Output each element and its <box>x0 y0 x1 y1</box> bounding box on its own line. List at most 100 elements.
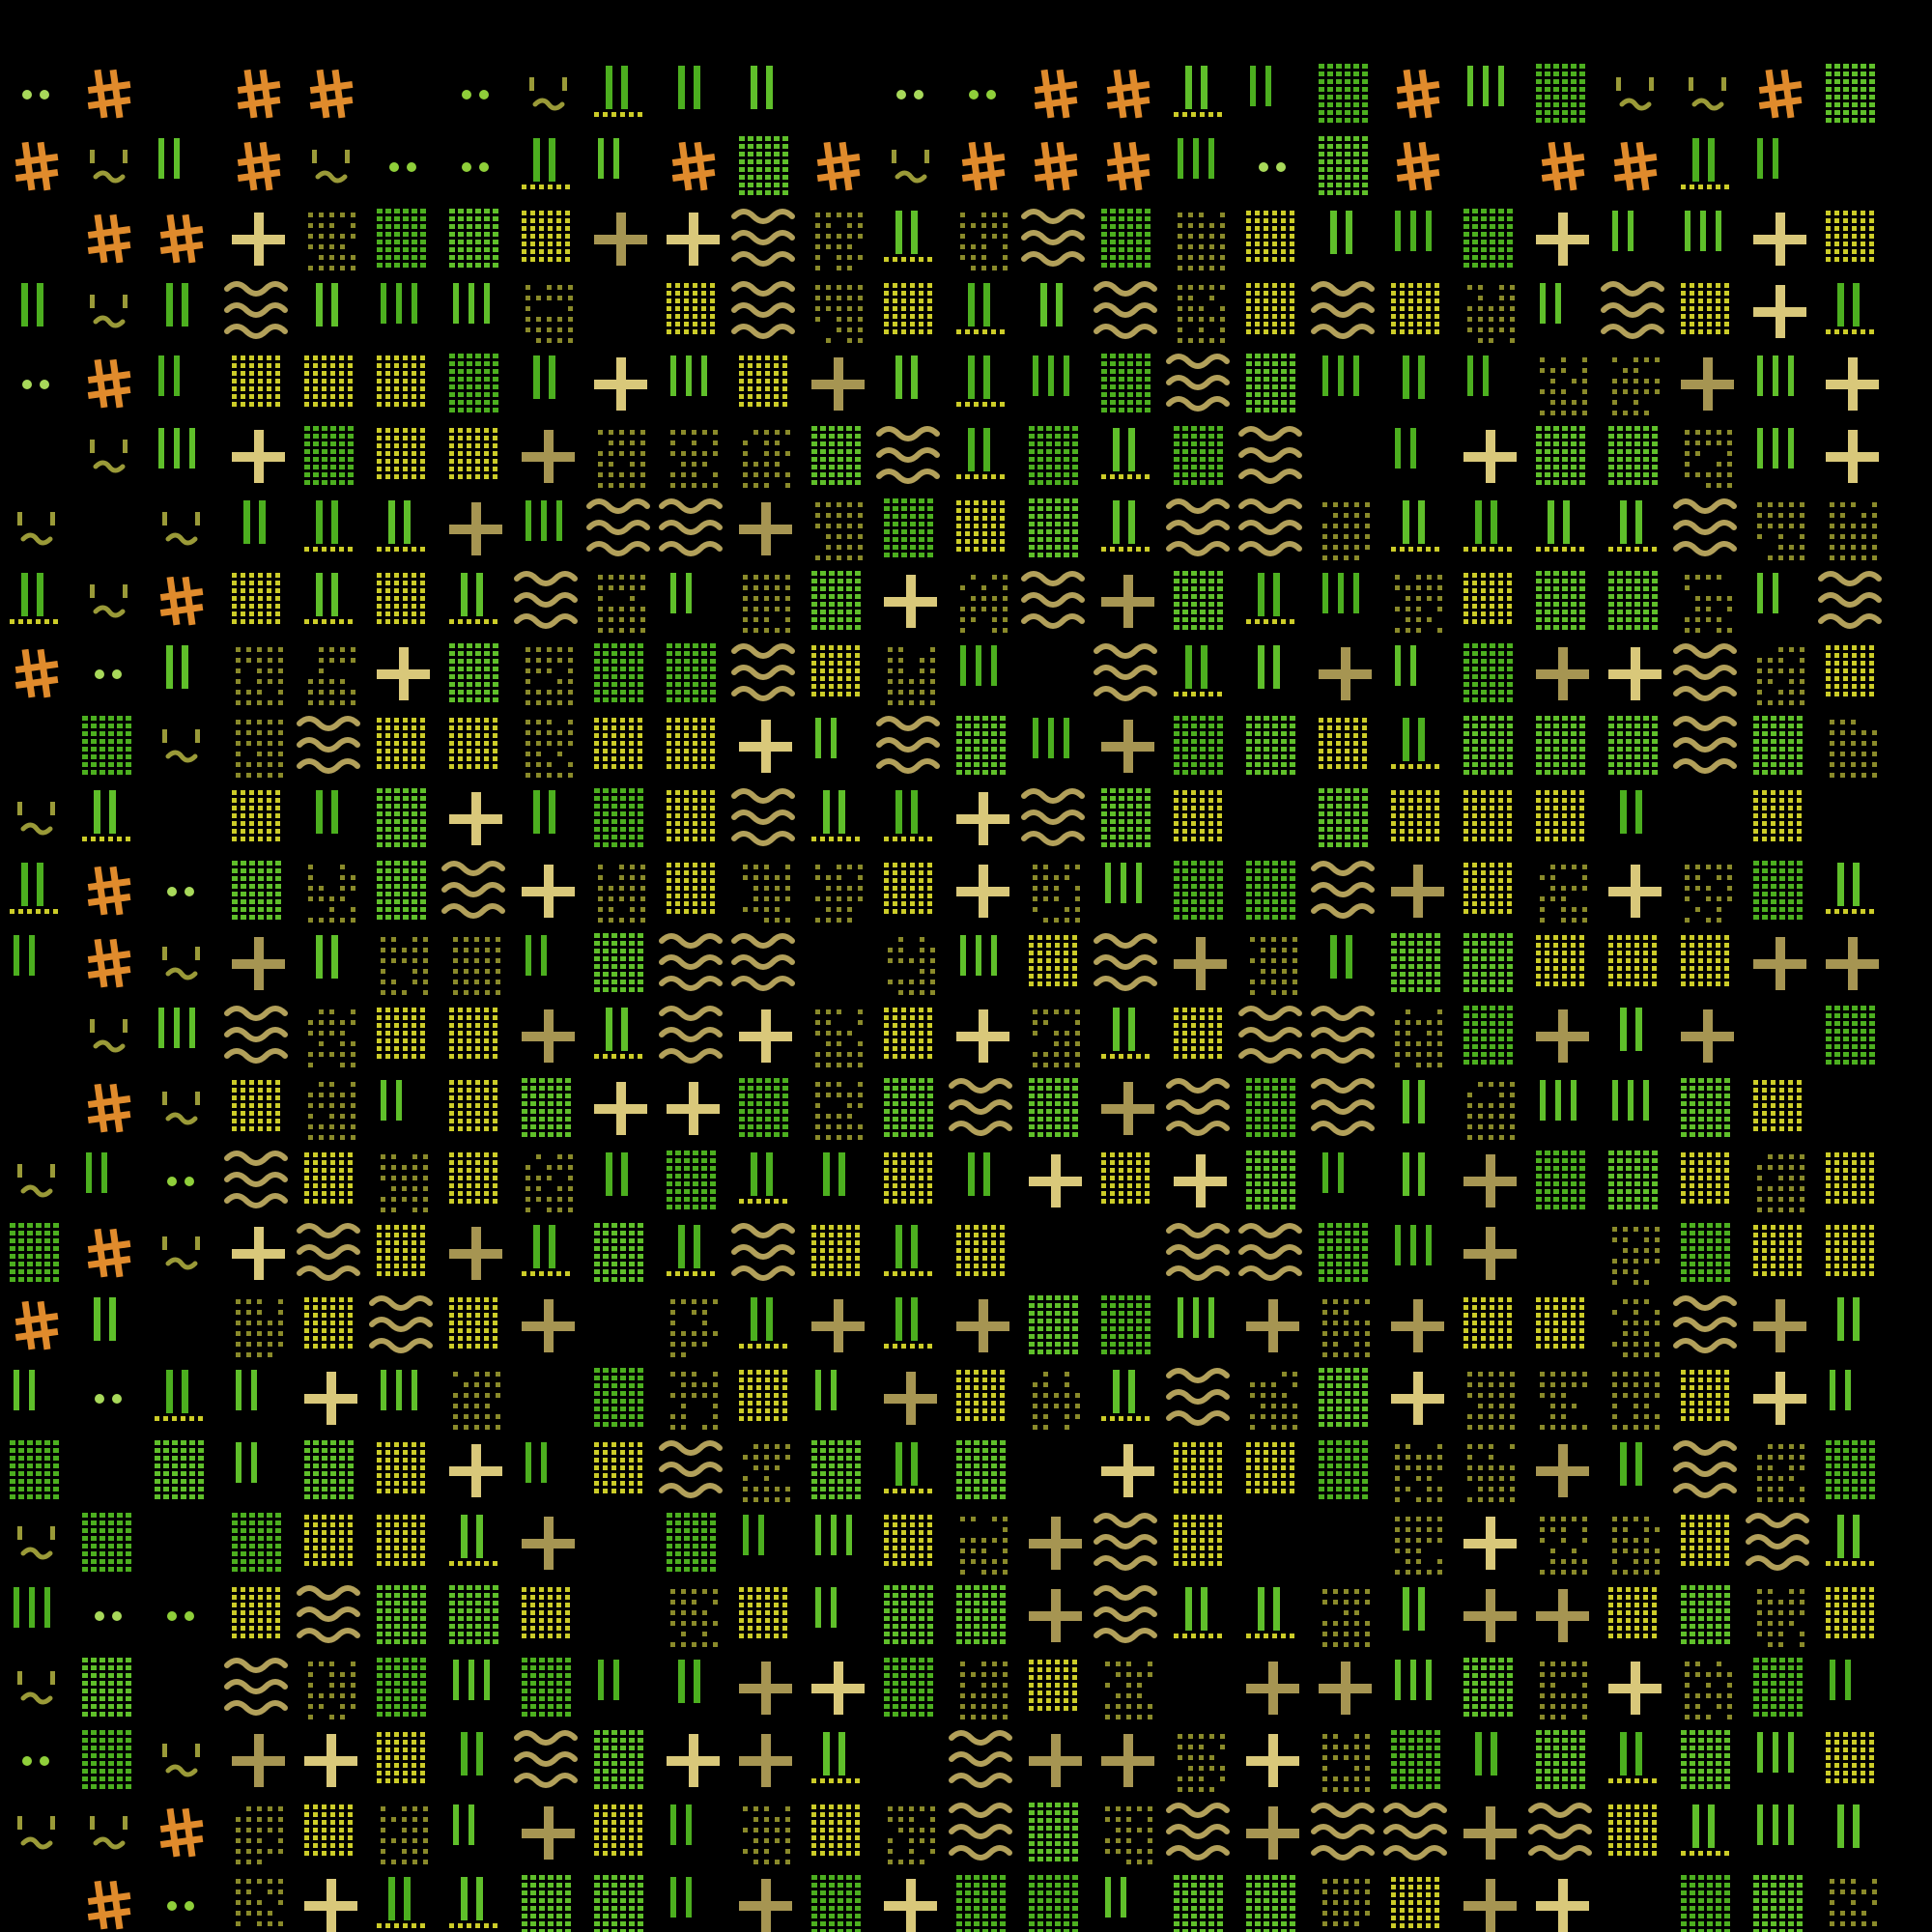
glyph-tile-single-bar-green <box>1164 130 1236 203</box>
glyph-tile-twin-dot-lime <box>947 58 1019 130</box>
glyph-tile-cross-gold <box>367 638 440 710</box>
glyph-tile-dense-dot-block-green <box>440 1579 512 1652</box>
glyph-tile-dense-dot-yellow <box>1092 1145 1164 1217</box>
glyph-tile-cross-khaki <box>1744 1290 1816 1362</box>
glyph-tile-empty <box>1454 130 1526 203</box>
glyph-tile-wavy-lines-tan <box>584 493 657 565</box>
glyph-tile-dense-dot-yellow <box>1816 1217 1889 1290</box>
glyph-tile-dense-dot-block-green <box>72 1724 145 1797</box>
glyph-tile-empty <box>0 710 72 782</box>
glyph-tile-sparse-dot-olive <box>1599 1507 1671 1579</box>
glyph-tile-twin-dot-lime <box>72 1579 145 1652</box>
glyph-tile-dense-dot-yellow <box>367 565 440 638</box>
glyph-tile-wavy-lines-tan <box>729 1217 802 1290</box>
glyph-tile-sparse-dot-olive <box>295 1072 367 1145</box>
glyph-tile-dense-dot-yellow <box>512 203 584 275</box>
glyph-tile-dense-dot-yellow <box>1381 782 1454 855</box>
glyph-tile-double-bar-green <box>0 855 72 927</box>
glyph-tile-dense-dot-block-green <box>367 1652 440 1724</box>
glyph-tile-tilde-quote-olive <box>72 130 145 203</box>
glyph-tile-cross-khaki <box>802 1290 874 1362</box>
glyph-tile-dense-dot-block-green <box>1454 927 1526 1000</box>
glyph-tile-dense-dot-yellow <box>367 710 440 782</box>
glyph-tile-empty <box>1019 1435 1092 1507</box>
glyph-tile-hash-orange <box>1092 58 1164 130</box>
glyph-tile-tilde-quote-olive <box>72 565 145 638</box>
glyph-tile-wavy-lines-tan <box>1092 1507 1164 1579</box>
glyph-tile-sparse-dot-olive <box>874 1797 947 1869</box>
glyph-tile-double-bar-green <box>512 348 584 420</box>
glyph-tile-cross-khaki <box>1744 927 1816 1000</box>
glyph-tile-single-bar-green <box>1744 565 1816 638</box>
glyph-tile-cross-khaki <box>1526 1000 1599 1072</box>
glyph-tile-single-bar-green <box>72 1145 145 1217</box>
glyph-tile-double-bar-green <box>222 493 295 565</box>
glyph-tile-sparse-dot-olive <box>1454 275 1526 348</box>
glyph-tile-sparse-dot-olive <box>584 855 657 927</box>
texture-canvas <box>0 0 1932 1932</box>
glyph-tile-dense-dot-yellow <box>1599 1797 1671 1869</box>
glyph-tile-dense-dot-block-green <box>1019 1797 1092 1869</box>
glyph-tile-cross-gold <box>657 203 729 275</box>
glyph-tile-sparse-dot-olive <box>1309 1579 1381 1652</box>
glyph-tile-wavy-lines-tan <box>1309 1797 1381 1869</box>
glyph-tile-double-bar-green <box>440 1869 512 1932</box>
glyph-tile-wavy-lines-tan <box>222 1652 295 1724</box>
glyph-tile-dense-dot-block-green <box>367 1579 440 1652</box>
glyph-tile-sparse-dot-olive <box>222 1290 295 1362</box>
glyph-tile-double-bar-green <box>1092 493 1164 565</box>
glyph-tile-single-bar-green <box>1019 348 1092 420</box>
glyph-tile-cross-khaki <box>222 927 295 1000</box>
glyph-tile-tilde-quote-olive <box>0 1507 72 1579</box>
glyph-tile-hash-orange <box>72 1217 145 1290</box>
glyph-tile-cross-khaki <box>440 493 512 565</box>
glyph-tile-cross-gold <box>295 1869 367 1932</box>
glyph-tile-hash-orange <box>72 203 145 275</box>
glyph-tile-sparse-dot-olive <box>1019 855 1092 927</box>
glyph-tile-wavy-lines-tan <box>1092 1579 1164 1652</box>
glyph-tile-dense-dot-block-green <box>1526 58 1599 130</box>
glyph-tile-cross-gold <box>295 1724 367 1797</box>
glyph-tile-dense-dot-block-green <box>1454 1000 1526 1072</box>
glyph-tile-dense-dot-yellow <box>222 782 295 855</box>
glyph-tile-dense-dot-yellow <box>440 420 512 493</box>
glyph-tile-dense-dot-block-green <box>1019 420 1092 493</box>
glyph-tile-tilde-quote-olive <box>295 130 367 203</box>
glyph-tile-dense-dot-yellow <box>1454 782 1526 855</box>
glyph-tile-single-bar-green <box>512 493 584 565</box>
glyph-tile-double-bar-green <box>1381 710 1454 782</box>
glyph-tile-double-bar-green <box>1671 1797 1744 1869</box>
glyph-tile-single-bar-green <box>1744 348 1816 420</box>
glyph-tile-tilde-quote-olive <box>145 493 217 565</box>
glyph-tile-empty <box>0 1869 72 1932</box>
glyph-tile-dense-dot-yellow <box>295 1507 367 1579</box>
glyph-tile-wavy-lines-tan <box>512 565 584 638</box>
glyph-tile-double-bar-green <box>874 203 947 275</box>
glyph-tile-dense-dot-yellow <box>1236 1435 1309 1507</box>
glyph-tile-dense-dot-yellow <box>440 1145 512 1217</box>
glyph-tile-dense-dot-yellow <box>222 1072 295 1145</box>
glyph-tile-sparse-dot-olive <box>1019 1000 1092 1072</box>
glyph-tile-single-bar-green <box>657 565 729 638</box>
glyph-tile-dense-dot-yellow <box>1816 1145 1889 1217</box>
glyph-tile-single-bar-green <box>584 130 657 203</box>
glyph-tile-cross-khaki <box>1454 1145 1526 1217</box>
glyph-tile-wavy-lines-tan <box>1816 565 1889 638</box>
glyph-tile-sparse-dot-olive <box>1599 1217 1671 1290</box>
glyph-tile-twin-dot-lime <box>145 1145 217 1217</box>
glyph-tile-wavy-lines-tan <box>1092 638 1164 710</box>
glyph-tile-dense-dot-block-green <box>874 1579 947 1652</box>
glyph-tile-single-bar-green <box>145 348 217 420</box>
glyph-tile-dense-dot-block-green <box>367 203 440 275</box>
glyph-tile-hash-orange <box>295 58 367 130</box>
glyph-tile-wavy-lines-tan <box>1671 710 1744 782</box>
glyph-tile-cross-khaki <box>512 1507 584 1579</box>
glyph-tile-sparse-dot-olive <box>729 1797 802 1869</box>
glyph-tile-cross-gold <box>584 348 657 420</box>
glyph-tile-dense-dot-block-green <box>1671 1724 1744 1797</box>
glyph-tile-double-bar-green <box>1599 1435 1671 1507</box>
glyph-tile-twin-dot-lime <box>0 348 72 420</box>
glyph-tile-dense-dot-yellow <box>657 275 729 348</box>
glyph-tile-single-bar-green <box>512 927 584 1000</box>
glyph-tile-double-bar-green <box>1526 493 1599 565</box>
